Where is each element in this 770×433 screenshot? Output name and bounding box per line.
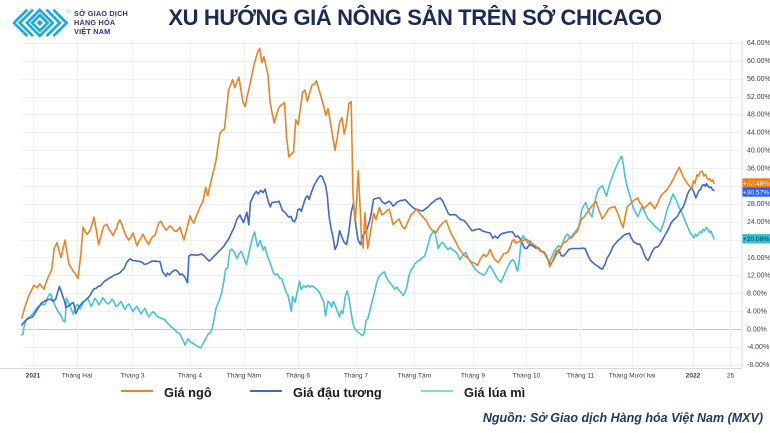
- svg-text:-8.00%: -8.00%: [747, 362, 769, 369]
- svg-text:0.00%: 0.00%: [747, 326, 767, 333]
- svg-text:Tháng 3: Tháng 3: [120, 373, 145, 380]
- svg-text:4.00%: 4.00%: [747, 308, 767, 315]
- svg-text:Tháng 9: Tháng 9: [461, 373, 486, 380]
- svg-text:16.00%: 16.00%: [747, 255, 770, 262]
- svg-text:28.00%: 28.00%: [747, 201, 770, 208]
- svg-text:+32.48%: +32.48%: [743, 180, 769, 187]
- svg-text:Tháng Tám: Tháng Tám: [398, 373, 432, 380]
- svg-text:2022: 2022: [686, 373, 701, 380]
- svg-text:+20.06%: +20.06%: [743, 236, 769, 243]
- svg-text:Tháng 7: Tháng 7: [344, 373, 369, 380]
- svg-text:52.00%: 52.00%: [747, 94, 770, 101]
- svg-text:+30.57%: +30.57%: [743, 189, 769, 196]
- svg-text:25: 25: [727, 373, 735, 380]
- svg-text:64.00%: 64.00%: [747, 40, 770, 47]
- svg-text:60.00%: 60.00%: [747, 58, 770, 65]
- svg-text:Tháng 6: Tháng 6: [286, 373, 311, 380]
- svg-text:2021: 2021: [26, 373, 41, 380]
- svg-text:-4.00%: -4.00%: [747, 344, 769, 351]
- svg-text:Tháng 10: Tháng 10: [512, 373, 540, 380]
- svg-text:Tháng 11: Tháng 11: [567, 373, 595, 380]
- svg-text:48.00%: 48.00%: [747, 112, 770, 119]
- svg-text:44.00%: 44.00%: [747, 130, 770, 137]
- svg-text:Tháng 4: Tháng 4: [178, 373, 203, 380]
- svg-text:8.00%: 8.00%: [747, 291, 767, 298]
- svg-text:Tháng Mười hai: Tháng Mười hai: [609, 373, 656, 380]
- svg-text:Tháng Năm: Tháng Năm: [227, 373, 262, 380]
- svg-text:24.00%: 24.00%: [747, 219, 770, 226]
- svg-text:56.00%: 56.00%: [747, 76, 770, 83]
- svg-text:Tháng Hai: Tháng Hai: [62, 373, 93, 380]
- svg-text:36.00%: 36.00%: [747, 165, 770, 172]
- svg-text:12.00%: 12.00%: [747, 273, 770, 280]
- svg-text:40.00%: 40.00%: [747, 148, 770, 155]
